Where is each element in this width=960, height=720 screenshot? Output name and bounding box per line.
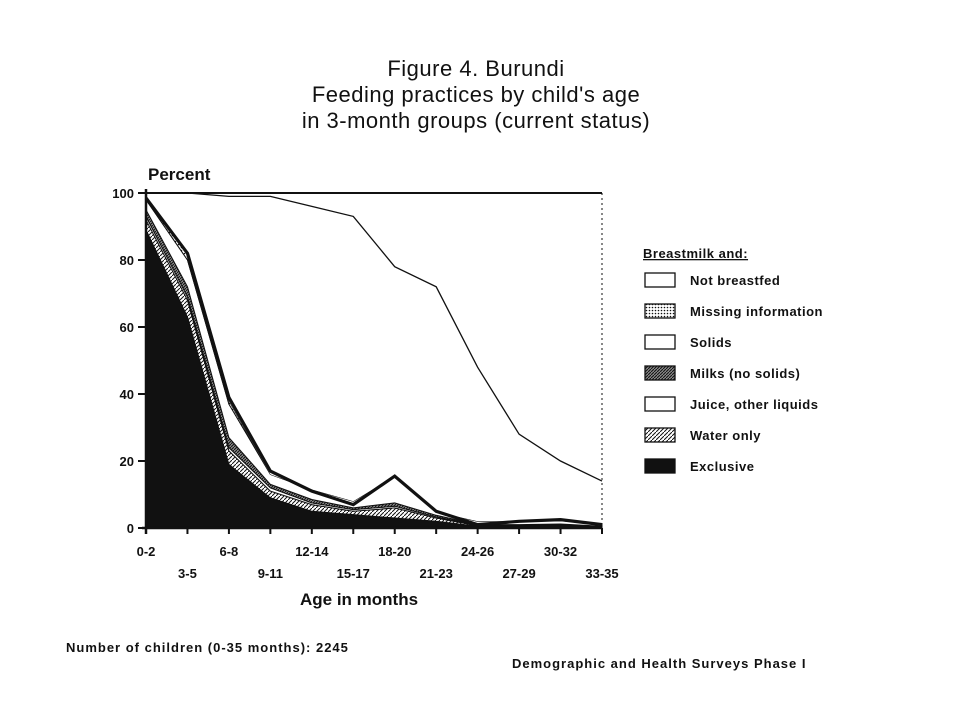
legend-title: Breastmilk and: — [643, 246, 748, 261]
legend-label: Juice, other liquids — [690, 397, 818, 412]
source-note: Demographic and Health Surveys Phase I — [512, 656, 807, 671]
y-tick-label: 60 — [120, 320, 134, 335]
legend-swatch — [644, 334, 676, 350]
x-tick-label: 18-20 — [378, 544, 411, 559]
y-tick-label: 0 — [127, 521, 134, 536]
x-tick-label: 0-2 — [137, 544, 156, 559]
legend-label: Missing information — [690, 304, 823, 319]
plot-area: 0 20 40 60 80 100 0-2 3-5 6-8 9-11 12-14 15-17 18-20… — [112, 186, 618, 581]
x-tick-label: 3-5 — [178, 566, 197, 581]
x-tick-label: 33-35 — [585, 566, 618, 581]
x-tick-label: 15-17 — [337, 566, 370, 581]
x-tick-label: 21-23 — [420, 566, 453, 581]
legend-swatch — [644, 458, 676, 474]
legend-label: Water only — [690, 428, 761, 443]
x-tick-label: 12-14 — [295, 544, 329, 559]
chart-title-line-1: Figure 4. Burundi — [387, 56, 565, 81]
y-axis-label: Percent — [148, 165, 211, 184]
legend-swatch — [644, 272, 676, 288]
x-tick-label: 24-26 — [461, 544, 494, 559]
chart-title-line-2: Feeding practices by child's age — [311, 82, 641, 107]
y-tick-label: 80 — [120, 253, 134, 268]
legend-label: Solids — [690, 335, 732, 350]
legend-label: Milks (no solids) — [690, 366, 800, 381]
x-tick-label: 27-29 — [502, 566, 535, 581]
legend: Breastmilk and: Not breastfed Missing inf… — [643, 246, 823, 474]
y-tick-label: 20 — [120, 454, 134, 469]
not-breastfed-line — [146, 192, 603, 482]
x-axis-label: Age in months — [300, 590, 418, 609]
x-tick-label: 9-11 — [258, 566, 283, 581]
x-tick-label: 30-32 — [544, 544, 577, 559]
legend-swatch — [644, 365, 676, 381]
legend-swatch — [644, 396, 676, 412]
area-not-breastfed — [146, 193, 602, 525]
sample-size-note: Number of children (0-35 months): 2245 — [66, 640, 349, 655]
legend-swatch — [644, 303, 676, 319]
breastfed-boundary-line — [144, 197, 603, 527]
legend-label: Exclusive — [690, 459, 755, 474]
legend-label: Not breastfed — [690, 273, 780, 288]
legend-swatch — [644, 427, 676, 443]
x-tick-label: 6-8 — [220, 544, 239, 559]
y-tick-label: 100 — [112, 186, 134, 201]
y-tick-label: 40 — [120, 387, 134, 402]
chart-title-line-3: in 3-month groups (current status) — [301, 108, 651, 133]
